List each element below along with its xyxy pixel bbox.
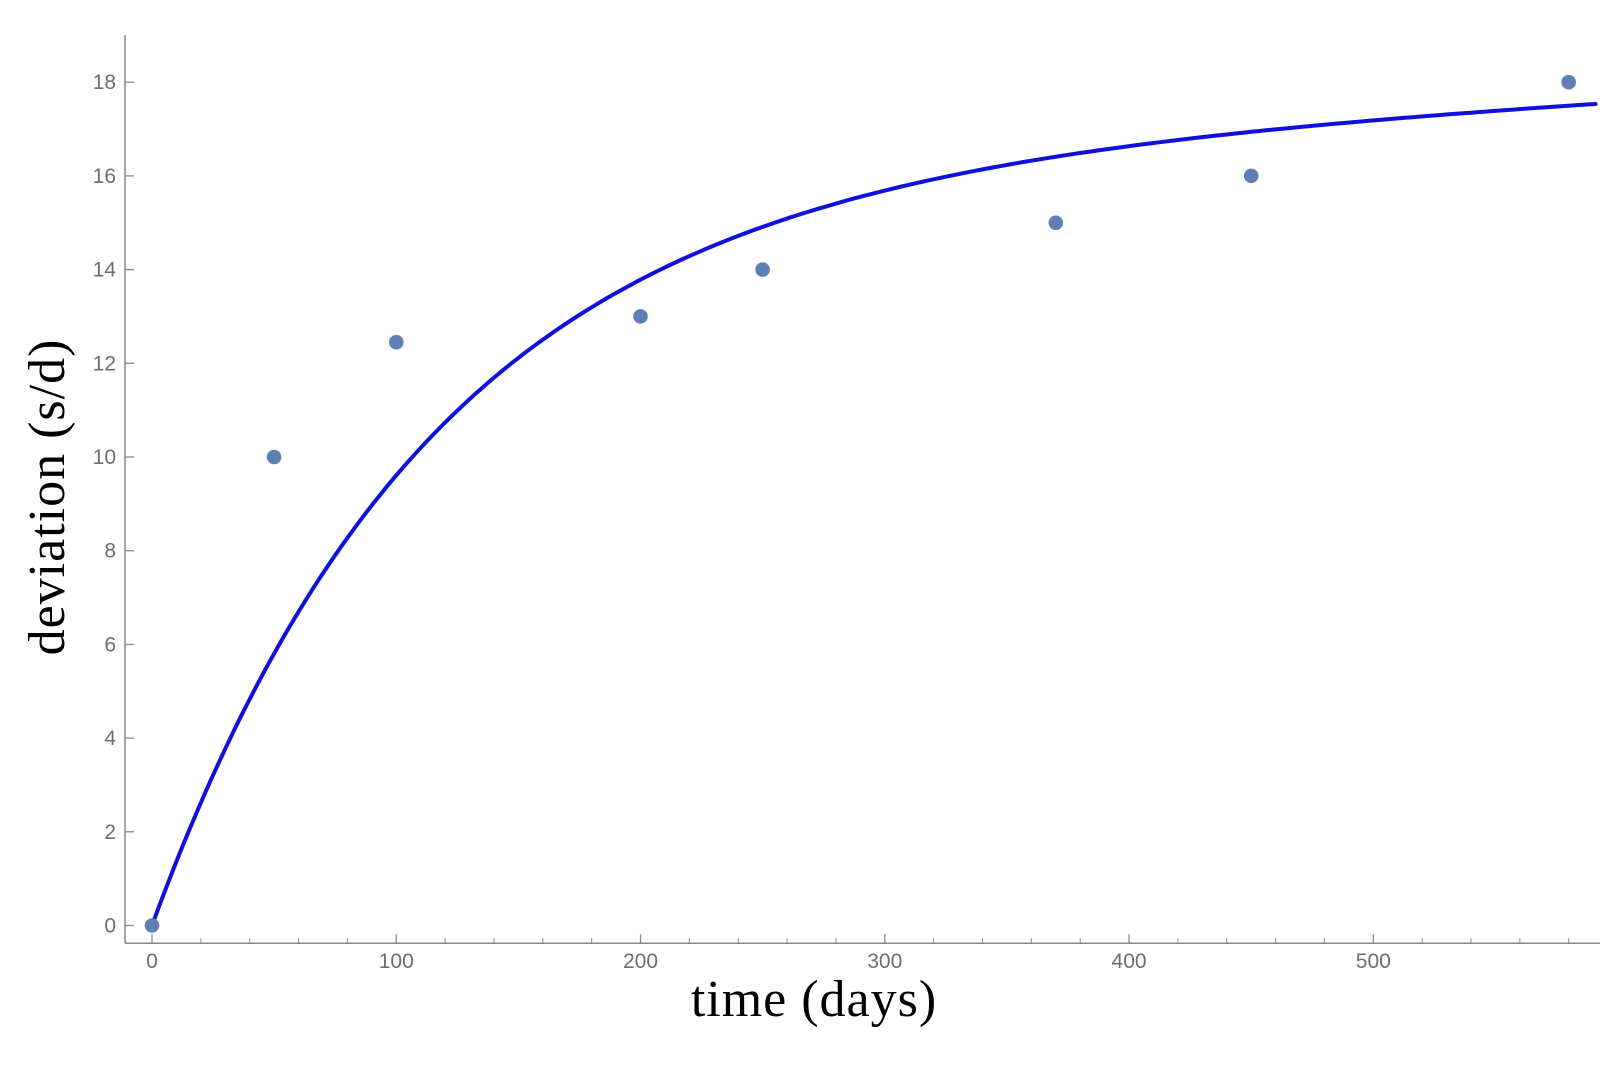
data-point bbox=[144, 918, 160, 933]
y-tick-label: 4 bbox=[104, 727, 116, 750]
data-point bbox=[266, 449, 282, 465]
x-axis-label: time (days) bbox=[691, 971, 937, 1028]
y-tick-label: 14 bbox=[93, 259, 117, 282]
y-tick-label: 0 bbox=[104, 915, 116, 938]
data-point bbox=[1243, 168, 1259, 184]
y-tick-label: 10 bbox=[93, 446, 116, 469]
data-point bbox=[755, 262, 770, 277]
axes: 0 100 200 300 400 500 0 2 4 6 8 10 12 14 16 18 bbox=[93, 35, 1600, 973]
y-tick-label: 8 bbox=[104, 540, 116, 563]
x-tick-label: 300 bbox=[867, 950, 902, 973]
data-point bbox=[1561, 74, 1576, 90]
fit-curve bbox=[150, 102, 1598, 928]
y-tick-label: 18 bbox=[93, 71, 116, 94]
data-points bbox=[144, 74, 1576, 933]
y-tick-label: 6 bbox=[104, 633, 116, 656]
x-tick-label: 400 bbox=[1112, 950, 1147, 973]
y-axis-label: deviation (s/d) bbox=[19, 339, 76, 656]
data-point bbox=[1048, 215, 1064, 231]
x-tick-label: 0 bbox=[146, 950, 158, 973]
y-tick-label: 2 bbox=[104, 821, 116, 844]
fit-curve-path bbox=[150, 102, 1598, 928]
data-point bbox=[633, 309, 648, 324]
x-tick-label: 500 bbox=[1356, 950, 1391, 973]
x-tick-label: 100 bbox=[379, 950, 414, 973]
x-tick-label: 200 bbox=[623, 950, 658, 973]
y-tick-label: 12 bbox=[93, 352, 116, 375]
y-tick-label: 16 bbox=[93, 165, 116, 188]
data-point bbox=[389, 334, 404, 350]
